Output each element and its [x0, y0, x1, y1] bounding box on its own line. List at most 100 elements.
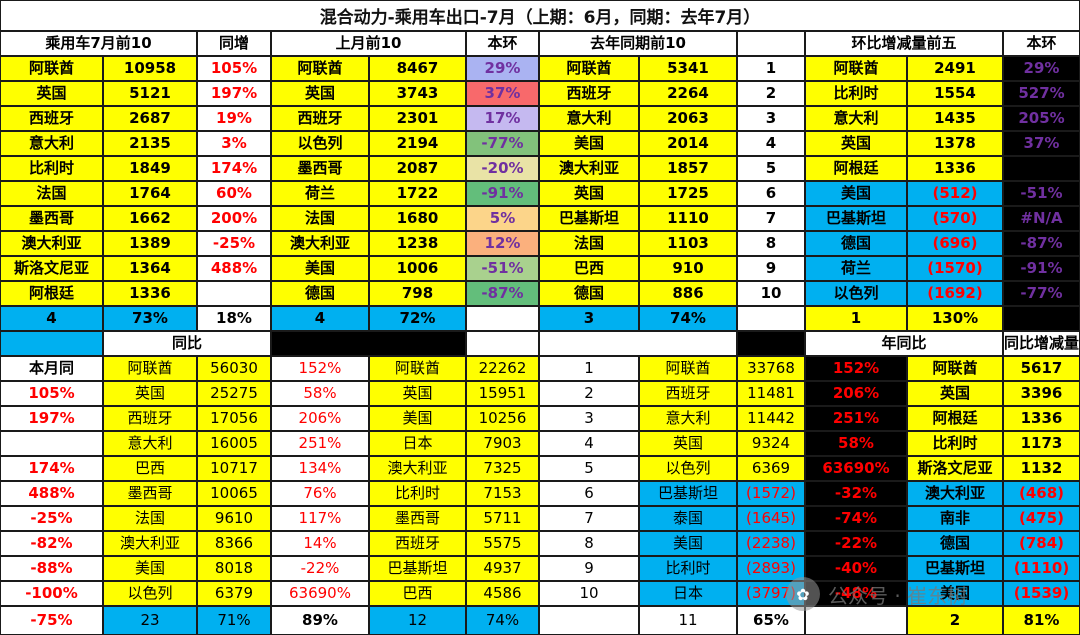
- cell-r2-c8: 2: [737, 81, 805, 106]
- cell-r14-c2: 25275: [197, 381, 271, 406]
- cell-r6-c5: -91%: [466, 181, 539, 206]
- cell-r15-c2: 17056: [197, 406, 271, 431]
- cell-r21-c11: (1110): [1003, 556, 1080, 581]
- cell-r18-c0: 488%: [0, 481, 103, 506]
- cell-r9-c4: 1006: [369, 256, 466, 281]
- cell-r5-c7: 1857: [639, 156, 737, 181]
- cell-r10-c3: 德国: [271, 281, 369, 306]
- cell-r14-c3: 58%: [271, 381, 369, 406]
- cell-r13-c9: 152%: [805, 356, 907, 381]
- cell-r2-c0: 英国: [0, 81, 103, 106]
- cell-r22-c8: (3797): [737, 581, 805, 606]
- cell-r18-c9: -32%: [805, 481, 907, 506]
- cell-r22-c9: -48%: [805, 581, 907, 606]
- cell-r20-c9: -22%: [805, 531, 907, 556]
- cell-r6-c6: 英国: [539, 181, 639, 206]
- cell-r6-c0: 法国: [0, 181, 103, 206]
- cell-r0-c11: 本环: [1003, 31, 1080, 56]
- cell-r4-c8: 4: [737, 131, 805, 156]
- cell-r11-c3: 4: [271, 306, 369, 331]
- cell-r4-c7: 2014: [639, 131, 737, 156]
- cell-r13-c6: 1: [539, 356, 639, 381]
- cell-r5-c3: 墨西哥: [271, 156, 369, 181]
- cell-r1-c7: 5341: [639, 56, 737, 81]
- cell-r13-c3: 152%: [271, 356, 369, 381]
- cell-r11-c5: [466, 306, 539, 331]
- cell-r3-c4: 2301: [369, 106, 466, 131]
- cell-r13-c7: 阿联酋: [639, 356, 737, 381]
- cell-r10-c9: 以色列: [805, 281, 907, 306]
- cell-r23-c5: 74%: [466, 606, 539, 635]
- cell-r13-c4: 阿联酋: [369, 356, 466, 381]
- cell-r17-c11: 1132: [1003, 456, 1080, 481]
- cell-r18-c1: 墨西哥: [103, 481, 197, 506]
- cell-r16-c0: [0, 431, 103, 456]
- cell-r15-c5: 10256: [466, 406, 539, 431]
- cell-r7-c7: 1110: [639, 206, 737, 231]
- cell-r21-c5: 4937: [466, 556, 539, 581]
- cell-r20-c3: 14%: [271, 531, 369, 556]
- cell-r1-c10: 2491: [907, 56, 1003, 81]
- cell-r15-c0: 197%: [0, 406, 103, 431]
- cell-r17-c3: 134%: [271, 456, 369, 481]
- cell-r4-c2: 3%: [197, 131, 271, 156]
- cell-r20-c11: (784): [1003, 531, 1080, 556]
- cell-r8-c8: 8: [737, 231, 805, 256]
- cell-r5-c10: 1336: [907, 156, 1003, 181]
- cell-r5-c4: 2087: [369, 156, 466, 181]
- cell-r0-c9: 环比增减量前五: [805, 31, 1003, 56]
- cell-r16-c11: 1173: [1003, 431, 1080, 456]
- cell-r18-c3: 76%: [271, 481, 369, 506]
- cell-r3-c5: 17%: [466, 106, 539, 131]
- cell-r23-c11: 81%: [1003, 606, 1080, 635]
- cell-r16-c1: 意大利: [103, 431, 197, 456]
- cell-r12-c8: [737, 331, 805, 356]
- cell-r10-c4: 798: [369, 281, 466, 306]
- cell-r23-c7: 11: [639, 606, 737, 635]
- cell-r19-c2: 9610: [197, 506, 271, 531]
- cell-r11-c11: [1003, 306, 1080, 331]
- cell-r21-c10: 巴基斯坦: [907, 556, 1003, 581]
- cell-r2-c10: 1554: [907, 81, 1003, 106]
- cell-r7-c6: 巴基斯坦: [539, 206, 639, 231]
- cell-r7-c3: 法国: [271, 206, 369, 231]
- cell-r19-c11: (475): [1003, 506, 1080, 531]
- cell-r20-c6: 8: [539, 531, 639, 556]
- cell-r21-c1: 美国: [103, 556, 197, 581]
- cell-r11-c10: 130%: [907, 306, 1003, 331]
- cell-r1-c4: 8467: [369, 56, 466, 81]
- cell-r1-c5: 29%: [466, 56, 539, 81]
- cell-r9-c3: 美国: [271, 256, 369, 281]
- cell-r22-c0: -100%: [0, 581, 103, 606]
- cell-r17-c0: 174%: [0, 456, 103, 481]
- cell-r22-c1: 以色列: [103, 581, 197, 606]
- cell-r5-c0: 比利时: [0, 156, 103, 181]
- cell-r18-c2: 10065: [197, 481, 271, 506]
- cell-r8-c3: 澳大利亚: [271, 231, 369, 256]
- cell-r17-c6: 5: [539, 456, 639, 481]
- cell-r21-c2: 8018: [197, 556, 271, 581]
- cell-r6-c10: (512): [907, 181, 1003, 206]
- cell-r17-c2: 10717: [197, 456, 271, 481]
- cell-r3-c7: 2063: [639, 106, 737, 131]
- cell-r7-c1: 1662: [103, 206, 197, 231]
- cell-r10-c0: 阿根廷: [0, 281, 103, 306]
- cell-r8-c6: 法国: [539, 231, 639, 256]
- cell-r2-c7: 2264: [639, 81, 737, 106]
- cell-r10-c11: -77%: [1003, 281, 1080, 306]
- cell-r15-c8: 11442: [737, 406, 805, 431]
- cell-r2-c3: 英国: [271, 81, 369, 106]
- cell-r23-c4: 12: [369, 606, 466, 635]
- cell-r2-c2: 197%: [197, 81, 271, 106]
- cell-r13-c2: 56030: [197, 356, 271, 381]
- cell-r10-c5: -87%: [466, 281, 539, 306]
- cell-r3-c1: 2687: [103, 106, 197, 131]
- cell-r18-c6: 6: [539, 481, 639, 506]
- cell-r7-c10: (570): [907, 206, 1003, 231]
- cell-r23-c9: [805, 606, 907, 635]
- cell-r23-c3: 89%: [271, 606, 369, 635]
- cell-r12-c1: 同比: [103, 331, 271, 356]
- cell-r12-c9: 年同比: [805, 331, 1003, 356]
- cell-r6-c8: 6: [737, 181, 805, 206]
